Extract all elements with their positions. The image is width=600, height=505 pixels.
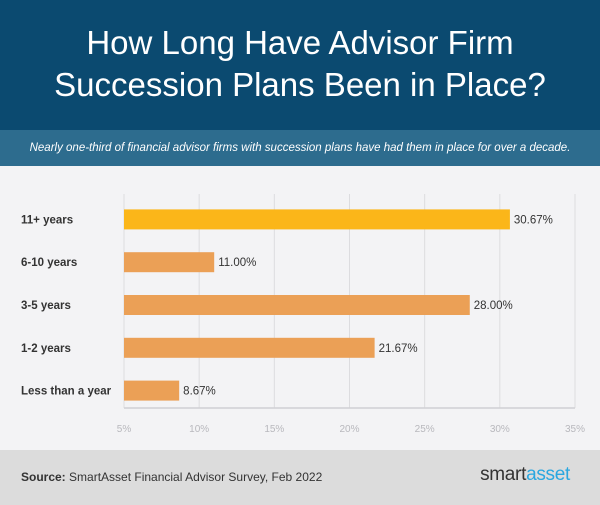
category-label: Less than a year (21, 386, 112, 398)
x-tick-label: 10% (189, 424, 209, 435)
x-tick-label: 25% (415, 424, 435, 435)
source-text: SmartAsset Financial Advisor Survey, Feb… (65, 470, 323, 484)
chart-svg: 5% 10% 15% 20% 25% 30% 35% 11+ years 30.67% 6-10 … (21, 194, 585, 435)
bar (124, 337, 375, 358)
x-tick-label: 15% (264, 424, 284, 435)
data-label: 8.67% (183, 386, 216, 398)
chart-title: How Long Have Advisor Firm Succession Pl… (0, 0, 600, 130)
data-label: 30.67% (514, 214, 553, 226)
footer: Source: SmartAsset Financial Advisor Sur… (0, 450, 600, 505)
bar (124, 209, 510, 230)
x-tick-label: 20% (339, 424, 359, 435)
category-label: 11+ years (21, 214, 73, 226)
category-label: 1-2 years (21, 343, 71, 355)
logo-part-1: smart (480, 464, 527, 485)
title-line-2: Succession Plans Been in Place? (54, 66, 546, 103)
chart-subtitle: Nearly one-third of financial advisor fi… (0, 130, 600, 166)
bar (124, 380, 180, 401)
logo-part-2: asset (526, 464, 570, 485)
data-label: 21.67% (379, 343, 418, 355)
bar-chart: 5% 10% 15% 20% 25% 30% 35% 11+ years 30.67% 6-10 … (0, 166, 600, 450)
bar (124, 252, 215, 273)
title-line-1: How Long Have Advisor Firm (86, 24, 514, 61)
source-label: Source: (21, 470, 66, 484)
x-tick-label: 5% (117, 424, 132, 435)
source-note: Source: SmartAsset Financial Advisor Sur… (21, 470, 322, 484)
category-label: 6-10 years (21, 257, 77, 269)
bar (124, 295, 470, 315)
data-label: 28.00% (474, 300, 513, 312)
data-label: 11.00% (218, 257, 256, 269)
x-tick-label: 30% (490, 424, 510, 435)
x-tick-label: 35% (565, 424, 585, 435)
category-label: 3-5 years (21, 300, 71, 312)
smartasset-logo: smartasset (480, 464, 570, 486)
